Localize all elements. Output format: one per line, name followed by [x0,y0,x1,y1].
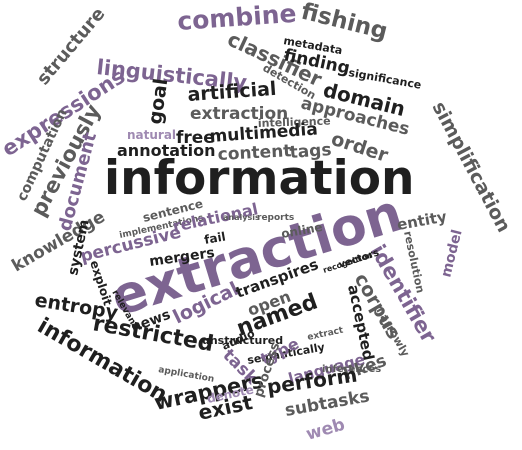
w-reports: reports [257,213,294,223]
w-fail: fail [203,229,227,247]
w-content: content [217,141,292,165]
w-model: model [438,228,465,279]
w-extract: extract [307,325,345,342]
w-intelligence: intelligence [258,114,331,130]
w-annotation: annotation [117,141,216,160]
w-web: web [304,415,347,445]
w-entity: entity [396,207,449,233]
w-unstructured: unstructured [202,334,283,347]
w-information-big: information [104,151,415,206]
w-inferences: inferences [322,364,381,375]
w-analysis: analysis [223,213,260,222]
w-extraction-small: extraction [190,104,288,124]
w-free: free [176,128,215,148]
w-tags: tags [289,140,332,163]
w-natural: natural [127,128,176,142]
